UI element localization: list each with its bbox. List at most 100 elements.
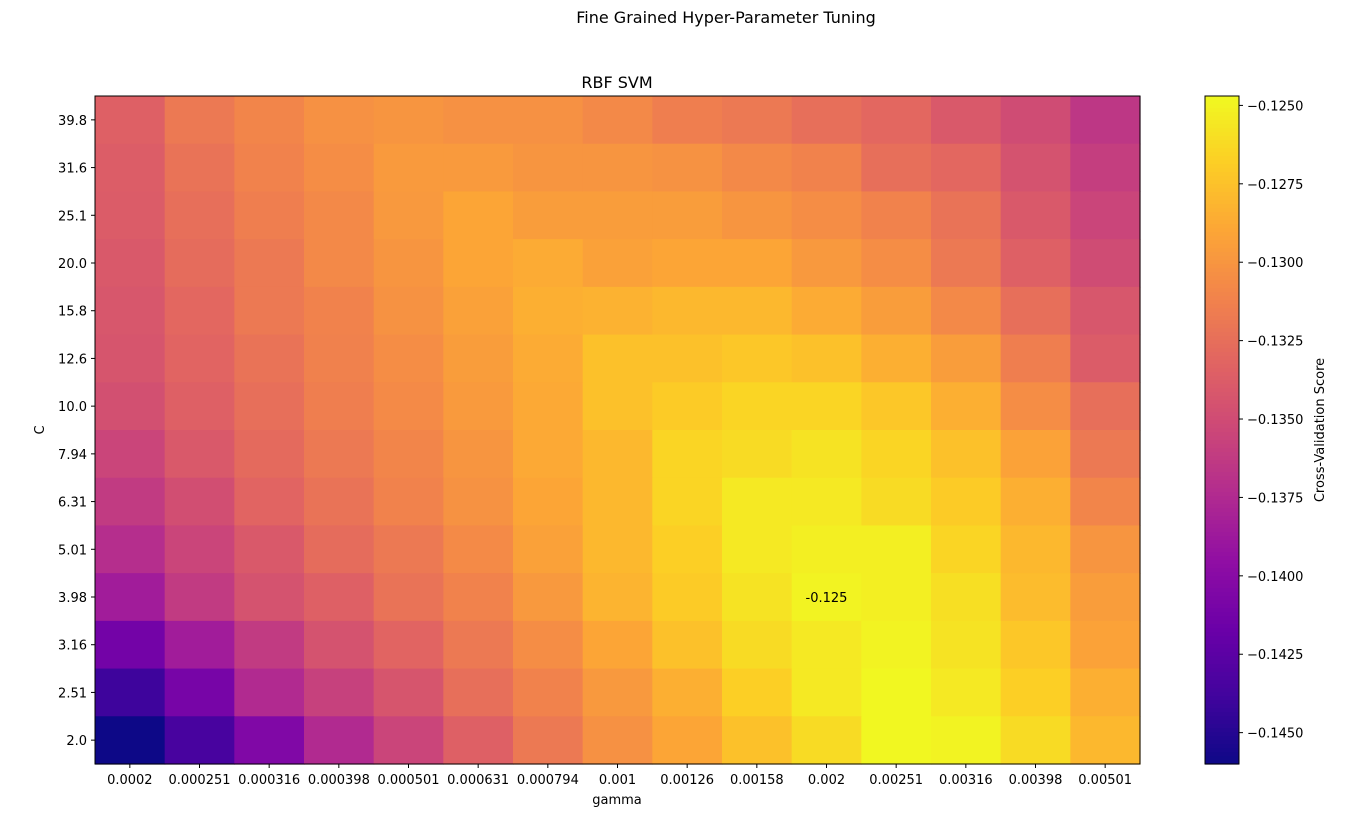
heatmap-cell [582,525,653,574]
colorbar-segment [1205,304,1239,309]
heatmap-cell [95,716,166,765]
colorbar-tick-label: −0.1425 [1247,648,1303,663]
colorbar-segment [1205,348,1239,353]
heatmap-cell [373,96,444,145]
heatmap-cell [234,334,305,383]
y-tick-label: 12.6 [58,352,87,367]
heatmap-cell [722,716,793,765]
colorbar-segment [1205,236,1239,241]
colorbar-segment [1205,276,1239,281]
heatmap-cell [95,286,166,336]
heatmap-cell [164,334,235,383]
heatmap-cell [95,96,166,145]
heatmap-cell [164,430,235,479]
heatmap-cell [443,477,514,527]
colorbar-segment [1205,408,1239,413]
heatmap-cell [722,239,793,288]
heatmap-cell [722,430,793,479]
x-axis-label: gamma [592,793,642,808]
x-tick-label: 0.00398 [1009,773,1063,788]
colorbar-segment [1205,312,1239,317]
colorbar-segment [1205,760,1239,765]
heatmap-cell [931,477,1002,527]
heatmap-cell [582,143,653,193]
heatmap-cell [513,239,584,288]
heatmap-cell [443,716,514,765]
heatmap-cell [861,191,932,240]
heatmap-cell [1070,525,1141,574]
heatmap-cell [304,96,375,145]
colorbar-segment [1205,536,1239,541]
heatmap-cell [95,430,166,479]
colorbar-segment [1205,748,1239,753]
heatmap-cell [234,191,305,240]
heatmap-cell [1070,477,1141,527]
x-tick-label: 0.000251 [168,773,230,788]
colorbar-segment [1205,504,1239,509]
heatmap-cell [722,620,793,670]
heatmap-cell [931,143,1002,193]
colorbar-segment [1205,380,1239,385]
colorbar-segment [1205,252,1239,257]
heatmap-cell [791,382,862,431]
colorbar-ticks: −0.1250 −0.1275 −0.1300 −0.1325 −0.1350 −0.13… [1239,99,1303,742]
heatmap-cell [304,668,375,717]
colorbar-segment [1205,360,1239,365]
heatmap-cell [861,239,932,288]
heatmap-cell [1070,239,1141,288]
heatmap-cell [1000,716,1071,765]
heatmap-cell [234,573,305,622]
colorbar-segment [1205,208,1239,213]
colorbar-segment [1205,448,1239,453]
heatmap-cell [373,668,444,717]
heatmap-cell [513,334,584,383]
x-tick-label: 0.0002 [107,773,153,788]
colorbar-segment [1205,428,1239,433]
heatmap-cell [373,143,444,193]
colorbar-segment [1205,224,1239,229]
heatmap-cell [513,430,584,479]
heatmap-cell [234,430,305,479]
colorbar-segment [1205,116,1239,121]
colorbar-segment [1205,196,1239,201]
heatmap-cell [1070,620,1141,670]
heatmap-cell [652,668,723,717]
colorbar-segment [1205,648,1239,653]
heatmap-cell [791,716,862,765]
heatmap-cell [861,430,932,479]
heatmap-cell [304,430,375,479]
heatmap-cell [373,477,444,527]
colorbar-segment [1205,452,1239,457]
heatmap-cell [861,286,932,336]
heatmap-cell [443,525,514,574]
heatmap-cell [1000,334,1071,383]
chart-title: RBF SVM [581,73,652,92]
colorbar-tick-label: −0.1350 [1247,413,1303,428]
heatmap-cell [443,143,514,193]
heatmap-cell [95,239,166,288]
colorbar-segment [1205,192,1239,197]
heatmap-cell [1070,334,1141,383]
colorbar-segment [1205,688,1239,693]
colorbar-segment [1205,416,1239,421]
heatmap-cell [304,382,375,431]
colorbar-segment [1205,240,1239,245]
heatmap-cell [722,477,793,527]
heatmap-cell [722,334,793,383]
heatmap-cell [652,382,723,431]
heatmap-cell [1000,286,1071,336]
colorbar-segment [1205,292,1239,297]
colorbar-segment [1205,388,1239,393]
heatmap-cell [722,286,793,336]
colorbar-segment [1205,668,1239,673]
heatmap-cell [304,334,375,383]
colorbar-segment [1205,552,1239,557]
colorbar-segment [1205,532,1239,537]
colorbar-segment [1205,268,1239,273]
colorbar-segment [1205,692,1239,697]
colorbar-segment [1205,184,1239,189]
colorbar-segment [1205,356,1239,361]
heatmap-cell [652,573,723,622]
heatmap-cell [443,668,514,717]
x-tick-label: 0.001 [599,773,636,788]
